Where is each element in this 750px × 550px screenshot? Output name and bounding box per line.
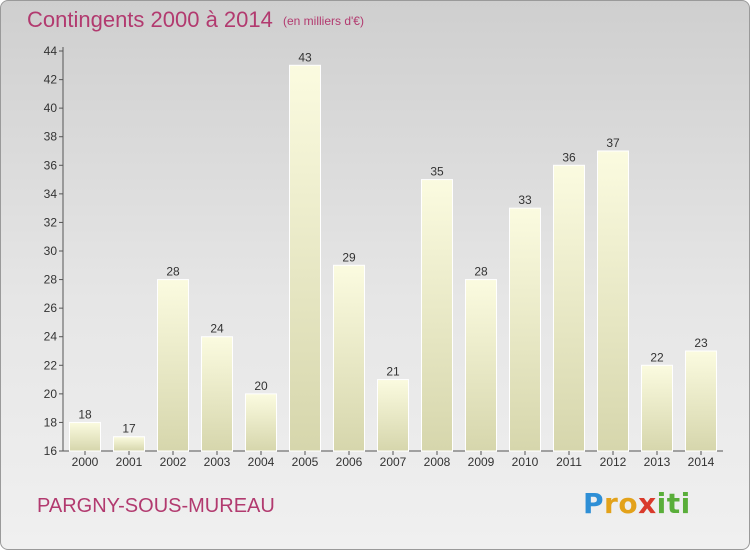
bar-value-label: 37	[606, 136, 620, 150]
y-tick-label: 40	[44, 101, 58, 115]
chart-title: Contingents 2000 à 2014	[27, 7, 273, 32]
x-tick-label: 2005	[292, 455, 319, 469]
x-tick-label: 2004	[248, 455, 275, 469]
bar-value-label: 36	[562, 150, 576, 164]
y-tick-label: 28	[44, 273, 58, 287]
bar-value-label: 24	[210, 322, 224, 336]
y-tick-label: 22	[44, 358, 58, 372]
y-tick-label: 34	[44, 187, 58, 201]
x-tick-label: 2009	[468, 455, 495, 469]
y-tick-label: 44	[44, 44, 58, 58]
bar	[509, 207, 541, 452]
x-tick-label: 2000	[72, 455, 99, 469]
y-tick-label: 24	[44, 330, 58, 344]
bar-value-label: 20	[254, 379, 268, 393]
x-tick-label: 2003	[204, 455, 231, 469]
bar	[641, 364, 673, 452]
logo-letter: P	[583, 487, 605, 520]
logo-letter: r	[604, 487, 619, 520]
bar	[421, 179, 453, 452]
bar-value-label: 22	[650, 350, 664, 364]
bar	[289, 64, 321, 452]
x-tick-label: 2014	[688, 455, 715, 469]
logo-letter: o	[618, 487, 639, 520]
x-tick-label: 2013	[644, 455, 671, 469]
y-tick-label: 20	[44, 387, 58, 401]
x-tick-label: 2002	[160, 455, 187, 469]
x-tick-label: 2001	[116, 455, 143, 469]
x-tick-label: 2008	[424, 455, 451, 469]
bar-value-label: 17	[122, 422, 136, 436]
x-tick-label: 2010	[512, 455, 539, 469]
bar-value-label: 35	[430, 165, 444, 179]
bar	[333, 264, 365, 452]
y-tick-label: 26	[44, 301, 58, 315]
bar-value-label: 28	[474, 265, 488, 279]
x-tick-label: 2012	[600, 455, 627, 469]
bar-value-label: 23	[694, 336, 708, 350]
y-tick-label: 42	[44, 73, 58, 87]
bar	[553, 164, 585, 452]
bar-value-label: 28	[166, 265, 180, 279]
bar	[201, 336, 233, 452]
bar-value-label: 43	[298, 50, 312, 64]
bar	[685, 350, 717, 452]
y-tick-label: 16	[44, 444, 58, 458]
logo-letter: x	[638, 487, 657, 520]
bar	[113, 436, 145, 452]
x-tick-label: 2007	[380, 455, 407, 469]
bar	[245, 393, 277, 452]
y-tick-label: 18	[44, 415, 58, 429]
bar-value-label: 18	[78, 407, 92, 421]
bar-value-label: 29	[342, 250, 356, 264]
commune-name: PARGNY-SOUS-MUREAU	[37, 495, 275, 517]
bar	[597, 150, 629, 452]
bar	[69, 421, 101, 452]
proxiti-logo[interactable]: Proxiti	[583, 487, 691, 520]
x-tick-label: 2006	[336, 455, 363, 469]
bar	[157, 279, 189, 452]
y-tick-label: 38	[44, 130, 58, 144]
logo-letter: t	[666, 487, 681, 520]
logo-letter: i	[656, 487, 667, 520]
bar-value-label: 21	[386, 365, 400, 379]
bar	[377, 379, 409, 452]
y-tick-label: 32	[44, 215, 58, 229]
chart-subtitle: (en milliers d'€)	[283, 14, 364, 28]
bar	[465, 279, 497, 452]
y-tick-label: 36	[44, 158, 58, 172]
logo-letter: i	[680, 487, 691, 520]
x-tick-label: 2011	[556, 455, 582, 469]
y-tick-label: 30	[44, 244, 58, 258]
bar-value-label: 33	[518, 193, 532, 207]
